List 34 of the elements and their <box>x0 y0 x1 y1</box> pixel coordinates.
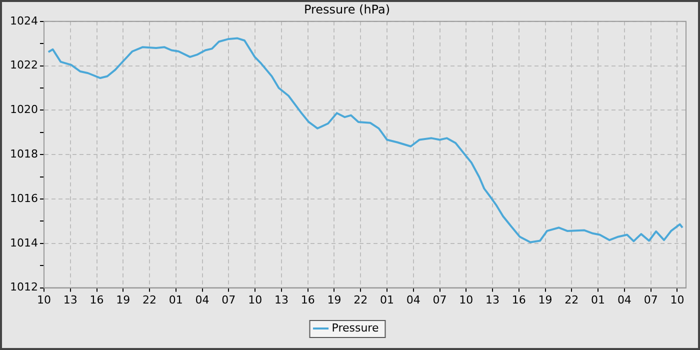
y-tick-label: 1016 <box>10 192 38 205</box>
x-tick-label: 07 <box>432 293 447 306</box>
x-tick-label: 22 <box>354 293 368 306</box>
x-tick-label: 01 <box>591 293 606 306</box>
x-tick-label: 19 <box>116 293 130 306</box>
y-tick-label: 1024 <box>10 14 38 28</box>
y-tick-label: 1012 <box>10 280 38 294</box>
x-tick-label: 13 <box>274 293 288 306</box>
x-tick-label: 16 <box>512 293 526 306</box>
x-tick-label: 04 <box>195 293 210 306</box>
x-tick-label: 10 <box>36 293 51 306</box>
x-tick-label: 10 <box>459 293 474 306</box>
x-tick-label: 19 <box>327 293 342 306</box>
x-tick-label: 13 <box>486 293 500 306</box>
x-tick-label: 13 <box>63 293 78 306</box>
x-tick-label: 19 <box>538 293 552 306</box>
x-tick-label: 07 <box>644 293 658 306</box>
y-tick-label: 1014 <box>10 236 38 250</box>
chart-title: Pressure (hPa) <box>304 2 390 16</box>
x-tick-label: 04 <box>406 293 420 306</box>
x-tick-label: 01 <box>380 293 394 306</box>
legend-label: Pressure <box>332 321 379 334</box>
x-tick-label: 10 <box>248 293 262 306</box>
x-tick-label: 16 <box>90 293 104 306</box>
x-tick-label: 10 <box>670 293 684 306</box>
x-tick-label: 04 <box>617 293 632 306</box>
y-tick-label: 1022 <box>10 58 38 72</box>
x-tick-label: 22 <box>142 293 157 306</box>
x-tick-label: 22 <box>564 293 579 306</box>
x-tick-label: 01 <box>168 293 183 306</box>
y-tick-label: 1018 <box>10 147 38 160</box>
x-tick-label: 07 <box>222 293 236 306</box>
x-tick-label: 16 <box>300 293 315 306</box>
y-tick-label: 1020 <box>10 103 38 116</box>
